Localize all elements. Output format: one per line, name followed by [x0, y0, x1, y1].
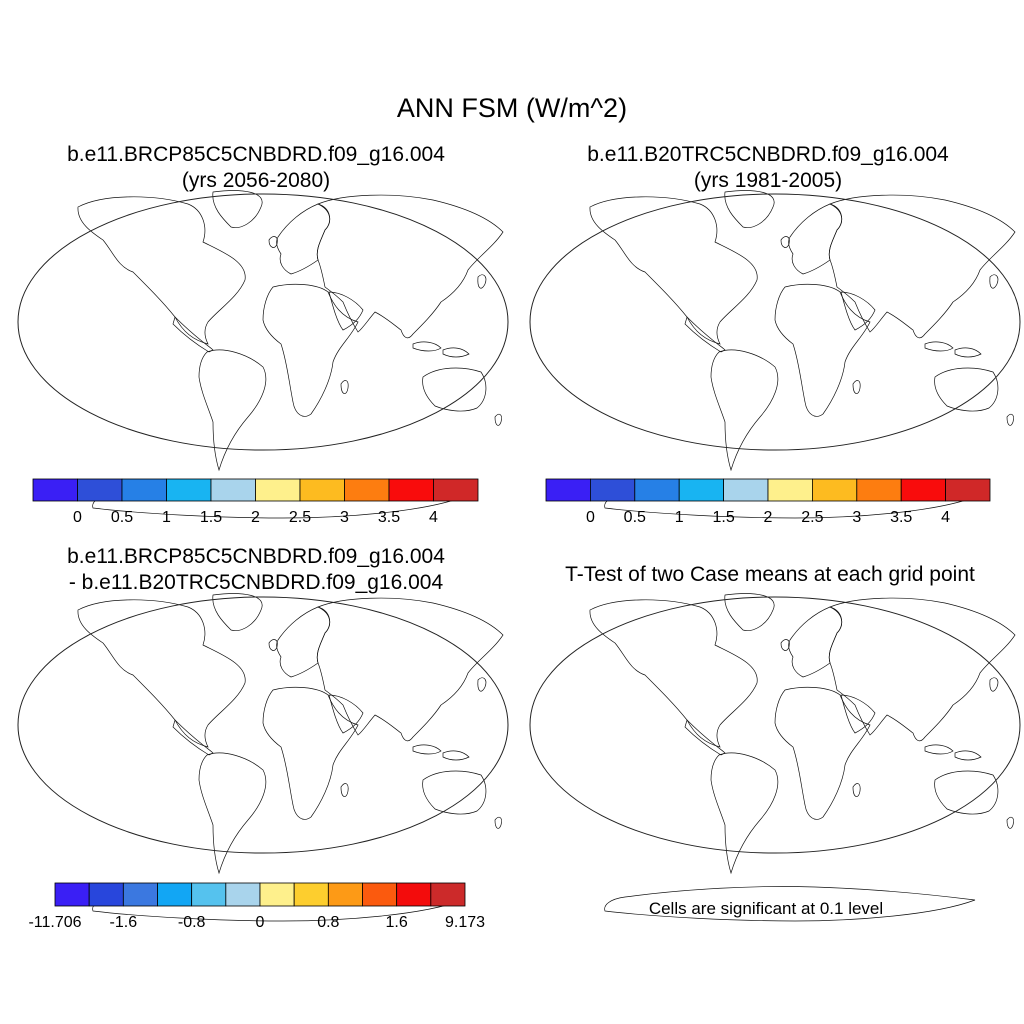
colorbar-label: 3.5: [890, 509, 912, 526]
colorbar-box: [396, 882, 432, 907]
colorbar-label: 1: [162, 509, 171, 526]
colorbar-label: 0.8: [317, 914, 339, 931]
colorbar-box: [362, 882, 398, 907]
colorbar-box: [634, 478, 680, 502]
colorbar-box: [293, 882, 329, 907]
panel-1-title: b.e11.BRCP85C5CNBDRD.f09_g16.004: [67, 143, 445, 166]
colorbar-box: [812, 478, 858, 502]
colorbar-box: [255, 478, 301, 502]
panel-2-subtitle: (yrs 1981-2005): [693, 169, 843, 192]
colorbar-box: [590, 478, 636, 502]
colorbar-label: 2.5: [289, 509, 311, 526]
colorbar-box: [88, 882, 124, 907]
colorbar-label: 3.5: [378, 509, 400, 526]
colorbar-box: [723, 478, 769, 502]
colorbar-box: [121, 478, 167, 502]
colorbar-box: [77, 478, 123, 502]
colorbar-box: [54, 882, 90, 907]
colorbar-box: [388, 478, 434, 502]
map-border: [17, 596, 509, 854]
panel-4-title: T-Test of two Case means at each grid po…: [565, 563, 975, 586]
colorbar-label: 3: [340, 509, 349, 526]
colorbar-label: 0.5: [111, 509, 133, 526]
colorbar-box: [344, 478, 390, 502]
colorbar-box: [32, 478, 78, 502]
colorbar-box: [327, 882, 363, 907]
colorbar-box: [259, 882, 295, 907]
colorbar-label: -11.706: [28, 914, 81, 931]
colorbar-box: [433, 478, 479, 502]
colorbar-box: [157, 882, 193, 907]
colorbar-panel-1: 0 0.5 1 1.5 2 2.5 3 3.5 4: [32, 478, 479, 526]
colorbar-label: 2: [764, 509, 773, 526]
colorbar-label: 2: [251, 509, 260, 526]
colorbar-label: 4: [429, 509, 438, 526]
colorbar-label: 1: [675, 509, 684, 526]
colorbar-label: -1.6: [110, 914, 138, 931]
colorbar-box: [191, 882, 227, 907]
colorbar-label: 0: [586, 509, 595, 526]
colorbar-panel-2: 0 0.5 1 1.5 2 2.5 3 3.5 4: [545, 478, 991, 526]
colorbar-label: 0.5: [624, 509, 646, 526]
map-p3: [17, 593, 509, 922]
colorbar-box: [225, 882, 261, 907]
colorbar-label: 4: [941, 509, 950, 526]
colorbar-label: 3: [852, 509, 861, 526]
colorbar-box: [430, 882, 466, 907]
colorbars: 0 0.5 1 1.5 2 2.5 3 3.5 4 0 0.5 1 1.5 2 2.5 3 3.5 4 -11.70…: [28, 478, 991, 931]
colorbar-label: 1.5: [712, 509, 734, 526]
map-border: [529, 193, 1021, 451]
map-border: [529, 596, 1021, 854]
colorbar-label: 2.5: [801, 509, 823, 526]
colorbar-box: [945, 478, 991, 502]
colorbar-box: [545, 478, 591, 502]
field-patch-12: [625, 897, 965, 917]
colorbar-label: 1.5: [200, 509, 222, 526]
panel-3-subtitle: - b.e11.B20TRC5CNBDRD.f09_g16.004: [68, 571, 444, 594]
colorbar-label: 9.173: [445, 914, 485, 931]
colorbar-box: [856, 478, 902, 502]
colorbar-box: [678, 478, 725, 502]
colorbar-box: [767, 478, 813, 502]
main-title: ANN FSM (W/m^2): [396, 93, 628, 123]
map-panels: [17, 190, 1021, 922]
significance-note: Cells are significant at 0.1 level: [648, 899, 884, 918]
map-p4: [529, 593, 1021, 922]
colorbar-box: [166, 478, 212, 502]
colorbar-label: 1.6: [386, 914, 408, 931]
panel-3-title: b.e11.BRCP85C5CNBDRD.f09_g16.004: [67, 545, 445, 568]
colorbar-box: [210, 478, 256, 502]
map-border: [17, 193, 509, 451]
colorbar-box: [900, 478, 947, 502]
panel-1-subtitle: (yrs 2056-2080): [181, 169, 331, 192]
colorbar-label: 0: [256, 914, 265, 931]
colorbar-label: 0: [73, 509, 82, 526]
panel-2-title: b.e11.B20TRC5CNBDRD.f09_g16.004: [587, 143, 949, 166]
colorbar-box: [299, 478, 345, 502]
colorbar-box: [122, 882, 158, 907]
colorbar-panel-3: -11.706 -1.6 -0.8 0 0.8 1.6 9.173: [28, 882, 485, 931]
colorbar-label: -0.8: [178, 914, 206, 931]
